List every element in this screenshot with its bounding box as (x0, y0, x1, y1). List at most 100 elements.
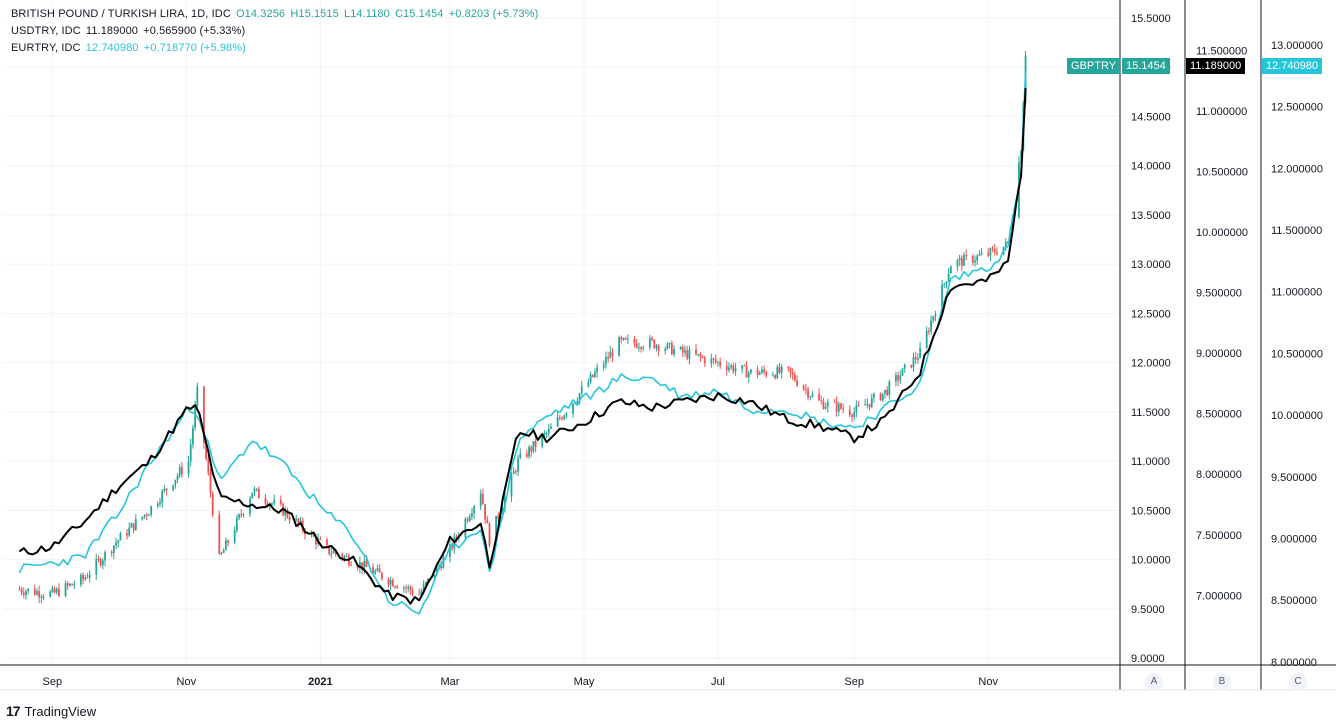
candle-body (86, 577, 89, 579)
candle-body (117, 540, 120, 543)
candle-body (743, 365, 746, 367)
candle-body (181, 467, 183, 474)
candle-body (730, 365, 733, 368)
candle-body (561, 418, 563, 420)
candle-body (299, 520, 302, 524)
candle-body (82, 575, 84, 580)
candle-body (128, 527, 131, 536)
candle-body (580, 386, 583, 394)
axis-b-tick-label: 9.500000 (1196, 288, 1242, 300)
candle-body (73, 584, 76, 586)
candle-body (99, 559, 102, 566)
candle-body (993, 248, 996, 253)
scale-b-button[interactable]: B (1213, 673, 1231, 691)
candle-body (286, 509, 289, 517)
axis-a-tick-label: 14.0000 (1131, 161, 1171, 173)
candle-body (587, 382, 590, 387)
candle-body (350, 564, 353, 566)
candle-body (119, 533, 122, 541)
legend-row-eurtry: EURTRY, IDC 12.740980 +0.718770 (+5.98%) (11, 40, 538, 57)
candle-body (319, 538, 322, 540)
candle-body (345, 555, 348, 557)
candle-body (451, 544, 454, 549)
axis-b-tick-label: 8.500000 (1196, 409, 1242, 421)
candle-body (328, 545, 331, 554)
candle-body (796, 380, 798, 386)
candle-body (987, 252, 990, 256)
candle-body (187, 461, 190, 474)
x-axis-tick-label: Sep (844, 676, 864, 688)
axis-c-tick-label: 11.500000 (1271, 225, 1322, 237)
candle-body (525, 453, 528, 457)
x-axis-tick-label: Nov (978, 676, 998, 688)
candle-body (602, 364, 605, 368)
candle-body (934, 314, 937, 317)
candle-body (971, 255, 974, 263)
scale-a-button[interactable]: A (1145, 673, 1163, 691)
candle-body (418, 593, 421, 595)
usdtry-line (18, 88, 1027, 605)
candle-body (510, 474, 513, 497)
axis-c-tick-label: 9.000000 (1271, 533, 1317, 545)
candle-body (88, 574, 91, 578)
candle-body (745, 365, 748, 378)
candle-body (596, 367, 599, 373)
candle-body (194, 406, 197, 428)
candle-body (58, 588, 60, 596)
candle-body (910, 364, 913, 368)
candle-body (833, 401, 836, 403)
candle-body (40, 596, 43, 598)
candle-body (793, 374, 796, 381)
axis-a-tick-label: 9.0000 (1131, 653, 1165, 665)
x-axis-tick-label: Mar (440, 676, 459, 688)
brand[interactable]: 17 TradingView (6, 703, 96, 719)
candle-body (376, 568, 379, 571)
candle-body (853, 412, 856, 417)
candle-body (361, 562, 363, 570)
candle-body (203, 386, 205, 444)
candle-body (686, 350, 689, 359)
candle-body (958, 258, 961, 261)
candle-body (238, 514, 240, 519)
axis-c-tick-label: 8.500000 (1271, 595, 1317, 607)
axis-a-tick-label: 11.0000 (1131, 456, 1170, 468)
candle-body (466, 519, 469, 521)
candle-body (605, 356, 607, 365)
candle-body (780, 366, 783, 373)
legend-gbp-close: C15.1454 (395, 8, 444, 20)
candle-body (394, 586, 396, 588)
candle-body (765, 371, 768, 376)
candle-body (156, 504, 159, 507)
candle-body (758, 372, 761, 375)
candle-body (126, 533, 128, 536)
candle-body (374, 570, 377, 574)
candle-body (732, 365, 735, 372)
candle-body (870, 397, 873, 408)
scale-c-button[interactable]: C (1289, 673, 1307, 691)
candle-body (826, 401, 829, 407)
candle-body (409, 586, 412, 591)
candle-body (947, 273, 950, 282)
candle-body (712, 358, 715, 360)
candle-body (899, 375, 902, 381)
candle-body (666, 343, 669, 349)
candle-body (326, 539, 328, 546)
candle-body (174, 479, 177, 486)
candle-body (501, 508, 504, 515)
candle-body (150, 506, 153, 515)
candle-body (681, 347, 684, 353)
axis-c-tick-label: 11.000000 (1271, 287, 1322, 299)
candle-body (79, 575, 82, 585)
candle-body (110, 551, 113, 554)
candle-body (115, 542, 117, 546)
candle-body (653, 339, 656, 349)
candle-body (143, 514, 146, 517)
candle-body (427, 578, 429, 582)
candle-body (176, 475, 179, 480)
candle-body (27, 588, 30, 592)
brand-name: TradingView (24, 703, 97, 719)
axis-b-tick-label: 9.000000 (1196, 348, 1242, 360)
usdtry-price-tag: 11.189000 (1186, 58, 1246, 74)
candle-body (71, 583, 74, 586)
